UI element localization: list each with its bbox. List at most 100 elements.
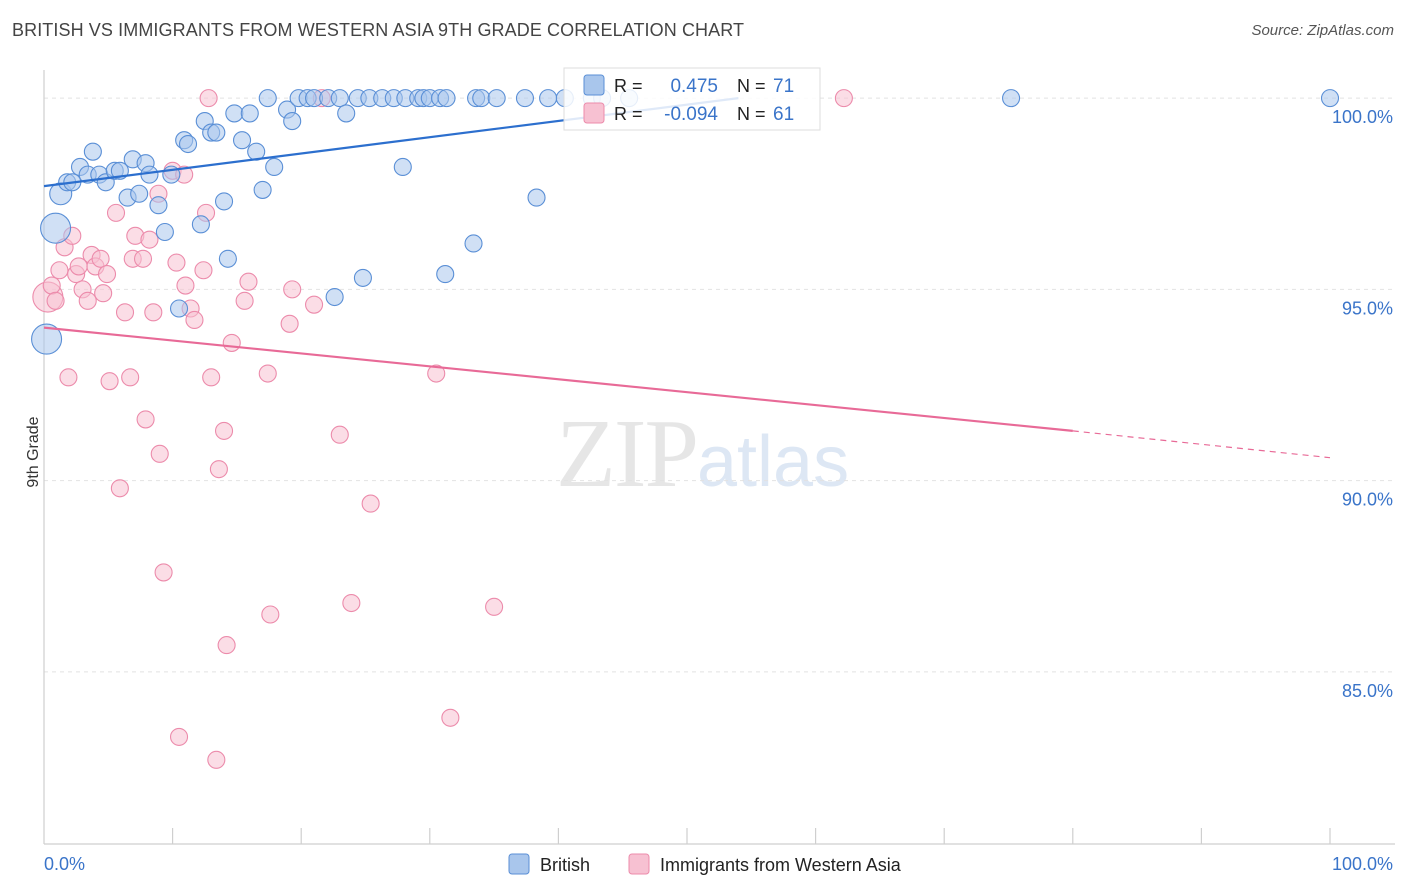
series-british — [31, 89, 1340, 355]
x-tick-label-min: 0.0% — [44, 854, 85, 874]
axes — [43, 70, 1395, 845]
point-immigrants — [46, 291, 65, 310]
point-immigrants — [199, 89, 218, 108]
point-british — [240, 104, 259, 123]
legend-n-value-british: 71 — [773, 76, 794, 97]
legend-r-label-immigrants: R = — [614, 104, 643, 124]
point-british — [40, 212, 72, 244]
point-british — [337, 104, 356, 123]
point-immigrants — [222, 333, 241, 352]
point-british — [253, 180, 272, 199]
point-immigrants — [97, 265, 117, 284]
point-british — [140, 165, 159, 184]
point-british — [130, 184, 149, 203]
point-immigrants — [150, 444, 169, 463]
point-british — [487, 89, 506, 108]
point-immigrants — [258, 364, 277, 383]
point-immigrants — [217, 636, 236, 655]
point-immigrants — [176, 276, 195, 295]
watermark-zip: ZIP — [556, 400, 699, 508]
source-label: Source: ZipAtlas.com — [1251, 22, 1394, 39]
x-axis-ticks — [172, 828, 1331, 844]
point-immigrants — [305, 295, 324, 314]
bottom-legend-swatch-british — [508, 853, 530, 875]
point-british — [464, 234, 483, 253]
point-immigrants — [207, 750, 226, 769]
point-british — [539, 89, 558, 108]
point-immigrants — [140, 230, 159, 249]
legend-r-label-british: R = — [614, 76, 643, 96]
bottom-legend: British Immigrants from Western Asia — [508, 853, 902, 875]
bottom-legend-label-british: British — [540, 855, 590, 875]
point-immigrants — [261, 605, 280, 624]
point-immigrants — [136, 410, 155, 429]
y-tick-labels: 85.0% 90.0% 95.0% 100.0% — [1332, 107, 1393, 701]
y-axis-title: 9th Grade — [25, 416, 42, 487]
point-british — [232, 131, 252, 150]
y-tick-label: 100.0% — [1332, 107, 1393, 127]
point-immigrants — [239, 272, 258, 291]
point-immigrants — [167, 253, 186, 272]
legend-n-value-immigrants: 61 — [773, 104, 794, 125]
legend-r-value-british: 0.475 — [670, 76, 718, 97]
point-immigrants — [185, 310, 204, 330]
point-british — [283, 112, 302, 131]
point-immigrants — [94, 284, 113, 303]
point-british — [178, 134, 198, 154]
point-immigrants — [235, 291, 254, 310]
point-immigrants — [834, 89, 853, 108]
point-immigrants — [202, 368, 221, 387]
legend-r-value-immigrants: -0.094 — [664, 104, 718, 125]
trendline-immigrants — [43, 326, 1073, 432]
point-immigrants — [209, 460, 228, 479]
point-british — [169, 299, 189, 318]
point-british — [191, 215, 210, 234]
point-immigrants — [485, 597, 504, 616]
point-immigrants — [50, 261, 69, 280]
bottom-legend-swatch-immigrants — [628, 853, 650, 875]
point-immigrants — [283, 280, 302, 299]
legend-n-label-immigrants: N = — [737, 104, 766, 124]
point-british — [353, 268, 372, 287]
point-british — [83, 142, 102, 161]
point-immigrants — [144, 303, 163, 322]
point-british — [527, 188, 546, 207]
point-british — [1320, 89, 1340, 108]
point-immigrants — [154, 563, 173, 582]
bottom-legend-label-immigrants: Immigrants from Western Asia — [660, 855, 902, 875]
point-british — [258, 89, 277, 108]
point-immigrants — [91, 249, 110, 268]
legend-n-label-british: N = — [737, 76, 766, 96]
point-immigrants — [121, 368, 140, 387]
stats-legend: R = 0.475 N = 71 R = -0.094 N = 61 — [563, 67, 821, 131]
y-tick-label: 85.0% — [1342, 681, 1393, 701]
point-immigrants — [427, 364, 446, 383]
y-tick-label: 90.0% — [1342, 490, 1393, 510]
y-tick-label: 95.0% — [1342, 298, 1393, 318]
point-immigrants — [115, 303, 135, 322]
point-immigrants — [106, 203, 126, 222]
chart-title: BRITISH VS IMMIGRANTS FROM WESTERN ASIA … — [12, 20, 745, 40]
point-british — [214, 192, 234, 211]
legend-swatch-british — [583, 74, 605, 96]
point-british — [436, 265, 455, 284]
point-british — [155, 222, 174, 242]
point-british — [437, 89, 456, 108]
point-immigrants — [78, 291, 97, 310]
point-british — [393, 157, 412, 177]
point-british — [225, 104, 244, 123]
watermark-atlas: atlas — [697, 422, 850, 502]
point-immigrants — [214, 421, 234, 440]
gridlines — [44, 97, 1395, 673]
point-british — [472, 89, 491, 108]
point-immigrants — [342, 593, 361, 613]
point-british — [149, 196, 168, 215]
stats-legend-box — [563, 67, 821, 131]
point-immigrants — [42, 276, 61, 295]
watermark: ZIPatlas — [556, 398, 849, 510]
trend-lines — [43, 97, 1331, 459]
point-immigrants — [133, 249, 153, 268]
point-immigrants — [59, 368, 78, 387]
point-british — [218, 249, 237, 268]
